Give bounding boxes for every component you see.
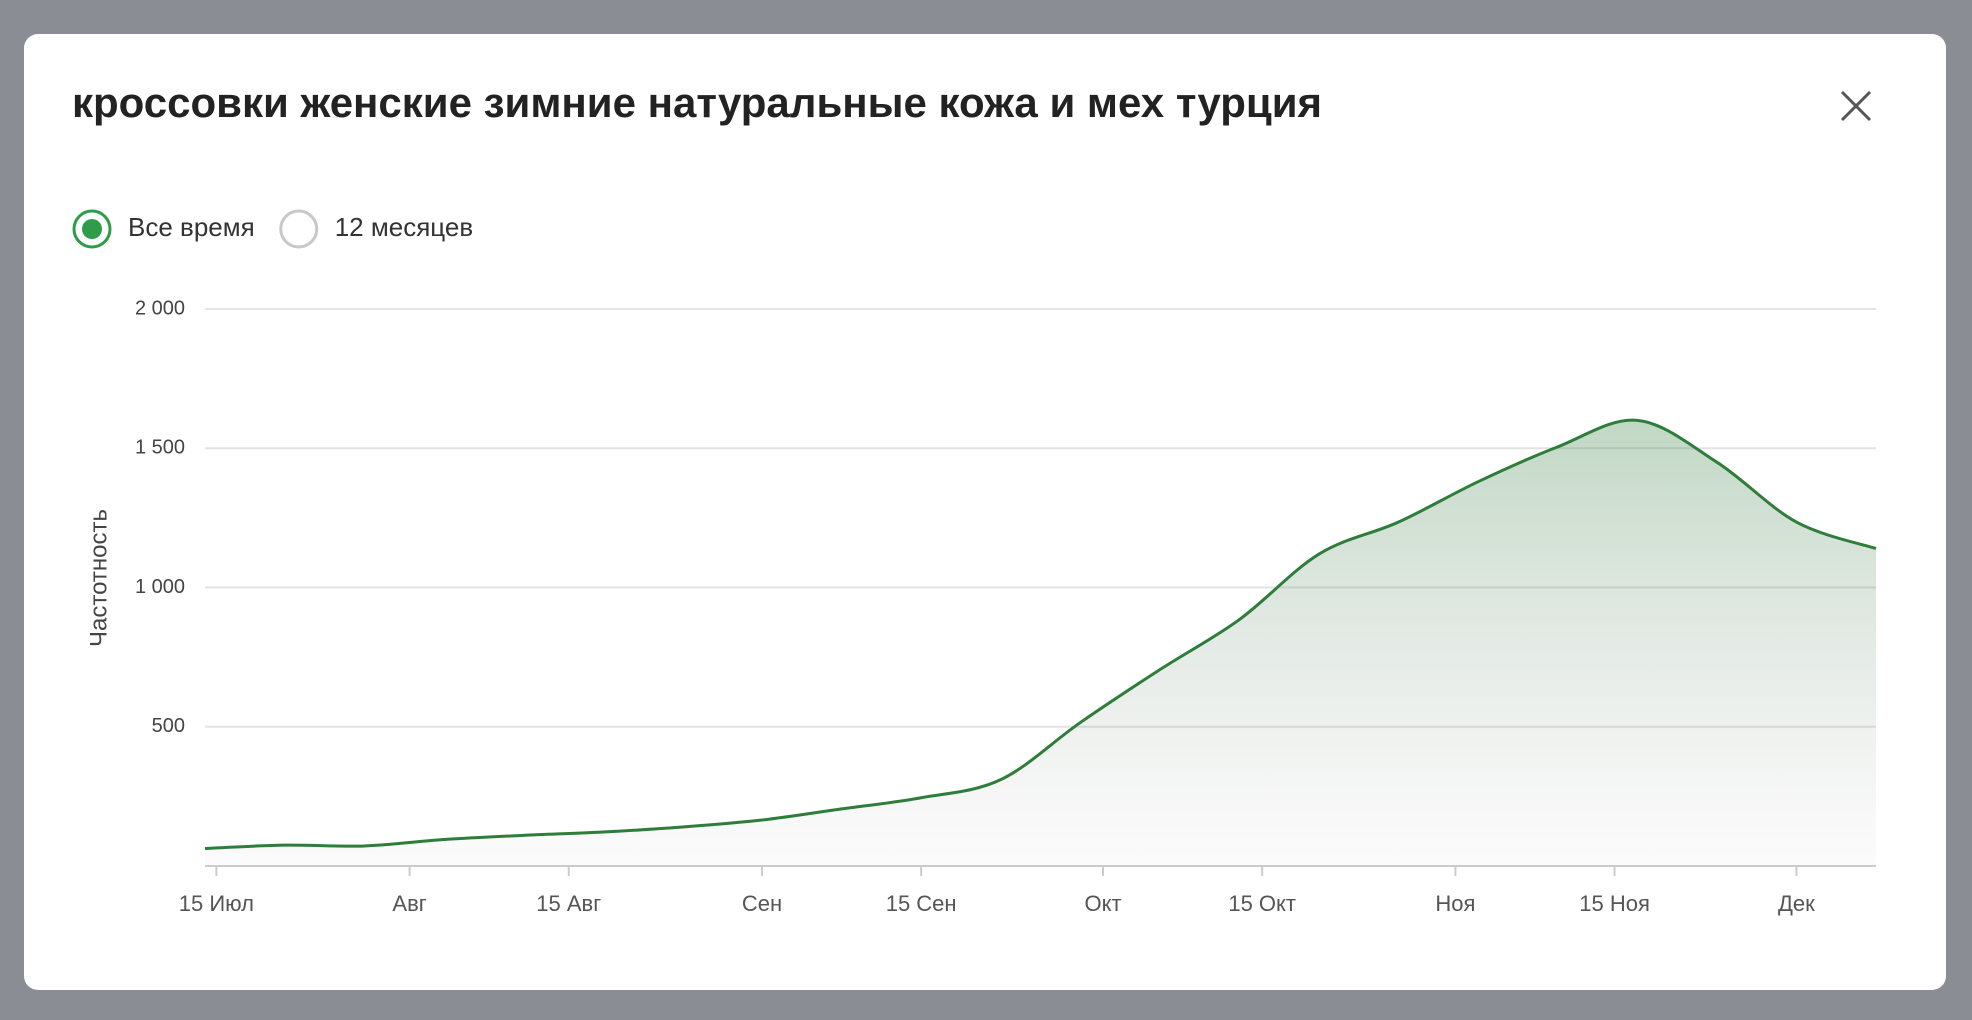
radio-option[interactable]: Все время: [72, 209, 255, 249]
x-tick-label: Ноя: [1435, 891, 1475, 916]
radio-option[interactable]: 12 месяцев: [279, 209, 473, 249]
x-tick-label: Авг: [392, 891, 426, 916]
x-tick-label: 15 Июл: [179, 891, 254, 916]
x-tick-label: Дек: [1778, 891, 1815, 916]
x-tick-label: 15 Окт: [1228, 891, 1296, 916]
y-axis-label: Частотность: [85, 509, 112, 647]
modal-title: кроссовки женские зимние натуральные кож…: [72, 79, 1322, 126]
x-tick-label: 15 Ноя: [1579, 891, 1650, 916]
close-button[interactable]: [1840, 90, 1872, 122]
y-tick-label: 1 000: [135, 576, 185, 598]
y-tick-label: 1 500: [135, 437, 185, 459]
x-tick-label: 15 Авг: [536, 891, 601, 916]
close-icon[interactable]: [1840, 90, 1872, 122]
area: [205, 420, 1876, 866]
x-tick-label: Сен: [742, 891, 782, 916]
y-tick-label: 2 000: [135, 297, 185, 319]
radio-label: Все время: [128, 212, 255, 242]
line: [204, 418, 1877, 850]
x-tick-label: 15 Сен: [886, 891, 957, 916]
radio-circle: [279, 209, 319, 249]
y-tick-label: 500: [152, 715, 185, 737]
radio-label: 12 месяцев: [335, 212, 473, 242]
x-tick-label: Окт: [1084, 891, 1121, 916]
radio-dot: [82, 219, 102, 239]
